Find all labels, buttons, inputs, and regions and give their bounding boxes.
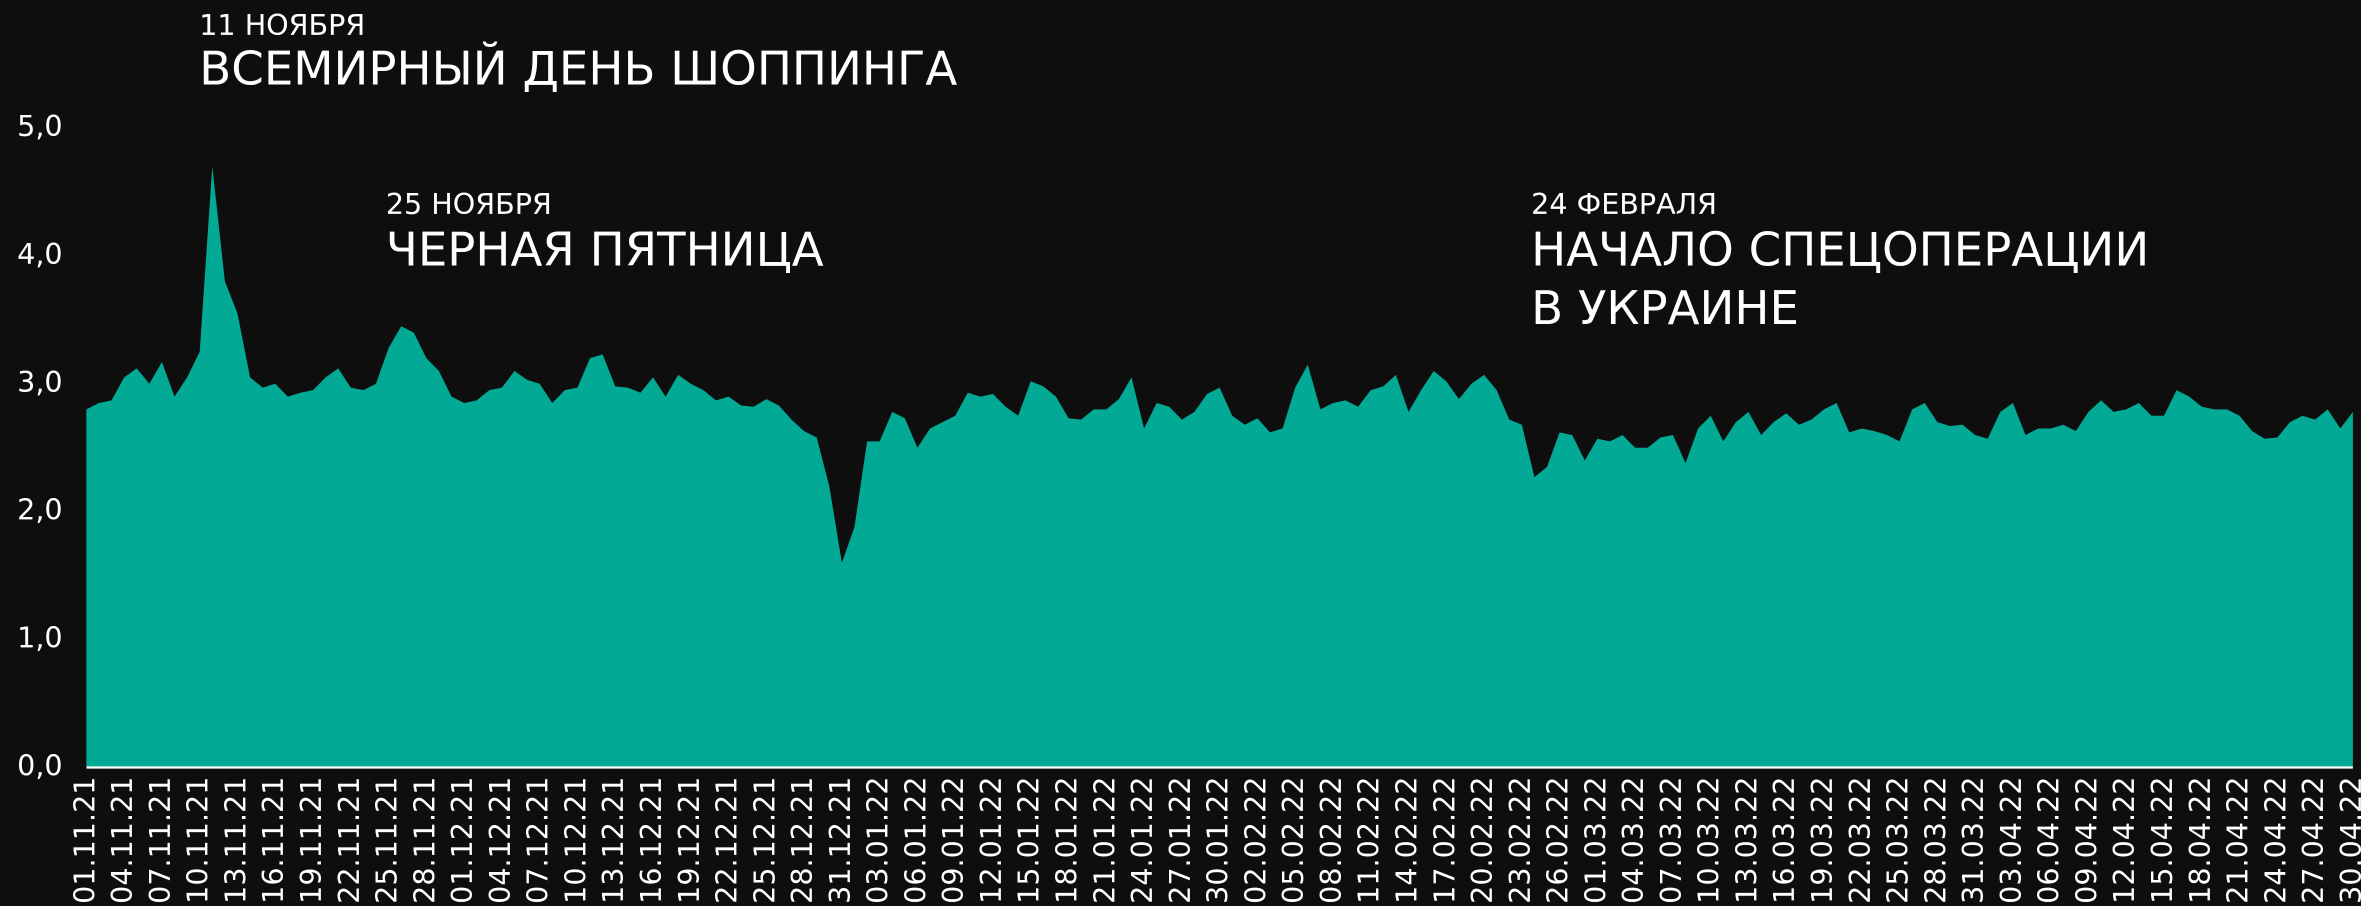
x-tick-label: 06.04.22 xyxy=(2032,777,2066,904)
y-tick-label: 0,0 xyxy=(17,749,62,783)
x-tick-label: 15.01.22 xyxy=(1012,777,1046,904)
x-tick-label: 13.11.21 xyxy=(218,777,252,904)
x-tick-label: 08.02.22 xyxy=(1314,777,1348,904)
x-tick-label: 28.11.21 xyxy=(407,777,441,904)
annotation-date: 24 ФЕВРАЛЯ xyxy=(1531,187,1717,221)
x-tick-label: 15.04.22 xyxy=(2145,777,2179,904)
x-tick-label: 03.04.22 xyxy=(1994,777,2028,904)
annotation-title: ЧЕРНАЯ ПЯТНИЦА xyxy=(386,223,824,277)
x-tick-label: 14.02.22 xyxy=(1390,777,1424,904)
x-tick-label: 01.11.21 xyxy=(67,777,101,904)
x-tick-label: 24.01.22 xyxy=(1125,777,1159,904)
x-tick-label: 31.12.21 xyxy=(823,777,857,904)
x-tick-label: 22.03.22 xyxy=(1843,777,1877,904)
x-tick-label: 28.12.21 xyxy=(785,777,819,904)
x-tick-label: 24.04.22 xyxy=(2258,777,2292,904)
y-tick-label: 5,0 xyxy=(17,109,62,143)
x-tick-label: 01.03.22 xyxy=(1578,777,1612,904)
x-tick-label: 28.03.22 xyxy=(1918,777,1952,904)
x-tick-label: 04.03.22 xyxy=(1616,777,1650,904)
x-tick-label: 30.01.22 xyxy=(1201,777,1235,904)
y-tick-label: 4,0 xyxy=(17,237,62,271)
x-tick-label: 27.04.22 xyxy=(2296,777,2330,904)
x-tick-label: 06.01.22 xyxy=(898,777,932,904)
x-tick-label: 07.12.21 xyxy=(521,777,555,904)
annotation-date: 25 НОЯБРЯ xyxy=(386,187,552,221)
x-tick-label: 10.11.21 xyxy=(181,777,215,904)
y-tick-label: 3,0 xyxy=(17,365,62,399)
x-tick-label: 12.01.22 xyxy=(974,777,1008,904)
x-tick-label: 21.01.22 xyxy=(1087,777,1121,904)
annotation-date: 11 НОЯБРЯ xyxy=(199,8,365,42)
y-tick-label: 2,0 xyxy=(17,493,62,527)
x-tick-label: 18.01.22 xyxy=(1050,777,1084,904)
x-tick-label: 21.04.22 xyxy=(2221,777,2255,904)
x-tick-label: 20.02.22 xyxy=(1465,777,1499,904)
x-tick-label: 25.11.21 xyxy=(370,777,404,904)
area xyxy=(86,166,2353,768)
x-tick-label: 16.03.22 xyxy=(1767,777,1801,904)
x-tick-label: 07.11.21 xyxy=(143,777,177,904)
x-tick-label: 09.01.22 xyxy=(936,777,970,904)
x-tick-label: 19.11.21 xyxy=(294,777,328,904)
x-tick-label: 27.01.22 xyxy=(1163,777,1197,904)
x-tick-label: 03.01.22 xyxy=(861,777,895,904)
x-tick-label: 19.12.21 xyxy=(672,777,706,904)
x-tick-label: 25.12.21 xyxy=(747,777,781,904)
x-tick-label: 04.12.21 xyxy=(483,777,517,904)
x-tick-label: 10.03.22 xyxy=(1692,777,1726,904)
x-tick-label: 10.12.21 xyxy=(558,777,592,904)
x-tick-label: 17.02.22 xyxy=(1427,777,1461,904)
x-tick-label: 25.03.22 xyxy=(1881,777,1915,904)
y-tick-label: 1,0 xyxy=(17,621,62,655)
x-tick-label: 30.04.22 xyxy=(2334,777,2361,904)
x-tick-label: 13.12.21 xyxy=(596,777,630,904)
x-tick-label: 07.03.22 xyxy=(1654,777,1688,904)
x-tick-label: 18.04.22 xyxy=(2183,777,2217,904)
x-tick-label: 02.02.22 xyxy=(1238,777,1272,904)
x-tick-label: 01.12.21 xyxy=(445,777,479,904)
x-tick-label: 23.02.22 xyxy=(1503,777,1537,904)
x-tick-label: 31.03.22 xyxy=(1956,777,1990,904)
x-tick-label: 16.11.21 xyxy=(256,777,290,904)
annotation-title: В УКРАИНЕ xyxy=(1531,282,1799,336)
annotation-title: ВСЕМИРНЫЙ ДЕНЬ ШОППИНГА xyxy=(199,42,957,97)
x-tick-label: 11.02.22 xyxy=(1352,777,1386,904)
annotation-title: НАЧАЛО СПЕЦОПЕРАЦИИ xyxy=(1531,223,2149,277)
x-tick-label: 05.02.22 xyxy=(1276,777,1310,904)
x-tick-label: 19.03.22 xyxy=(1805,777,1839,904)
x-tick-label: 12.04.22 xyxy=(2107,777,2141,904)
x-tick-label: 04.11.21 xyxy=(105,777,139,904)
x-tick-label: 22.12.21 xyxy=(710,777,744,904)
x-tick-label: 09.04.22 xyxy=(2069,777,2103,904)
x-tick-label: 13.03.22 xyxy=(1729,777,1763,904)
x-tick-label: 16.12.21 xyxy=(634,777,668,904)
x-tick-label: 22.11.21 xyxy=(332,777,366,904)
x-tick-label: 26.02.22 xyxy=(1541,777,1575,904)
